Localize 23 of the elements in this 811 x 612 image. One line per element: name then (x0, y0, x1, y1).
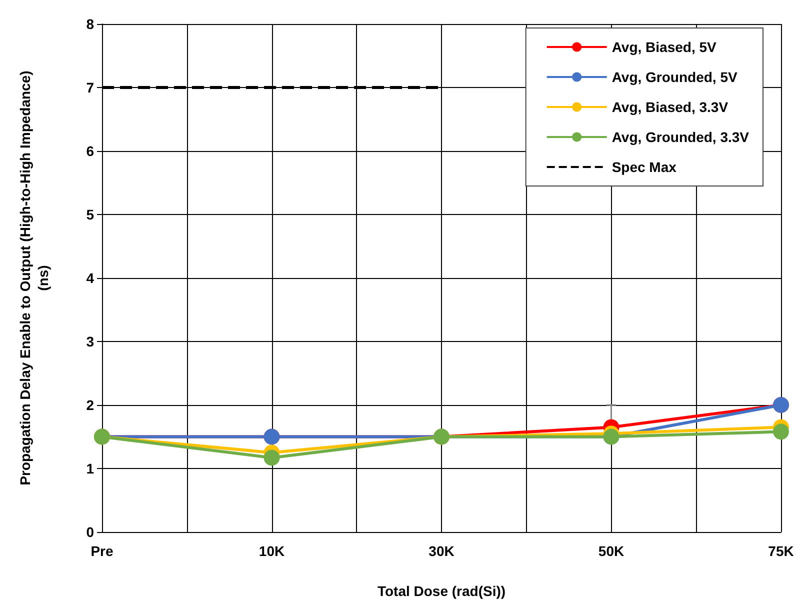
x-axis-title: Total Dose (rad(Si)) (377, 583, 506, 599)
y-tick-label: 0 (86, 524, 94, 540)
point (264, 450, 280, 466)
legend-label: Spec Max (612, 159, 677, 175)
x-tick-label: 50K (598, 543, 624, 559)
y-tick-label: 7 (86, 80, 94, 96)
legend-label: Avg, Biased, 3.3V (612, 99, 729, 115)
legend-label: Avg, Grounded, 5V (612, 69, 738, 85)
y-tick-label: 4 (86, 270, 94, 286)
y-tick-label: 5 (86, 206, 94, 222)
y-tick-label: 8 (86, 16, 94, 32)
legend-label: Avg, Biased, 5V (612, 39, 718, 55)
x-tick-label: 75K (768, 543, 794, 559)
y-tick-label: 6 (86, 143, 94, 159)
x-tick-label: Pre (90, 543, 114, 559)
y-tick-label: 1 (86, 460, 94, 476)
point (773, 424, 789, 440)
legend-label: Avg, Grounded, 3.3V (612, 129, 750, 145)
y-axis-title: Propagation Delay Enable to Output (High-to-High Impedance) (ns) (17, 70, 51, 486)
y-tick-label: 2 (86, 397, 94, 413)
x-tick-label: 30K (428, 543, 454, 559)
y-tick-label: 3 (86, 334, 94, 350)
x-tick-label: 10K (258, 543, 285, 559)
